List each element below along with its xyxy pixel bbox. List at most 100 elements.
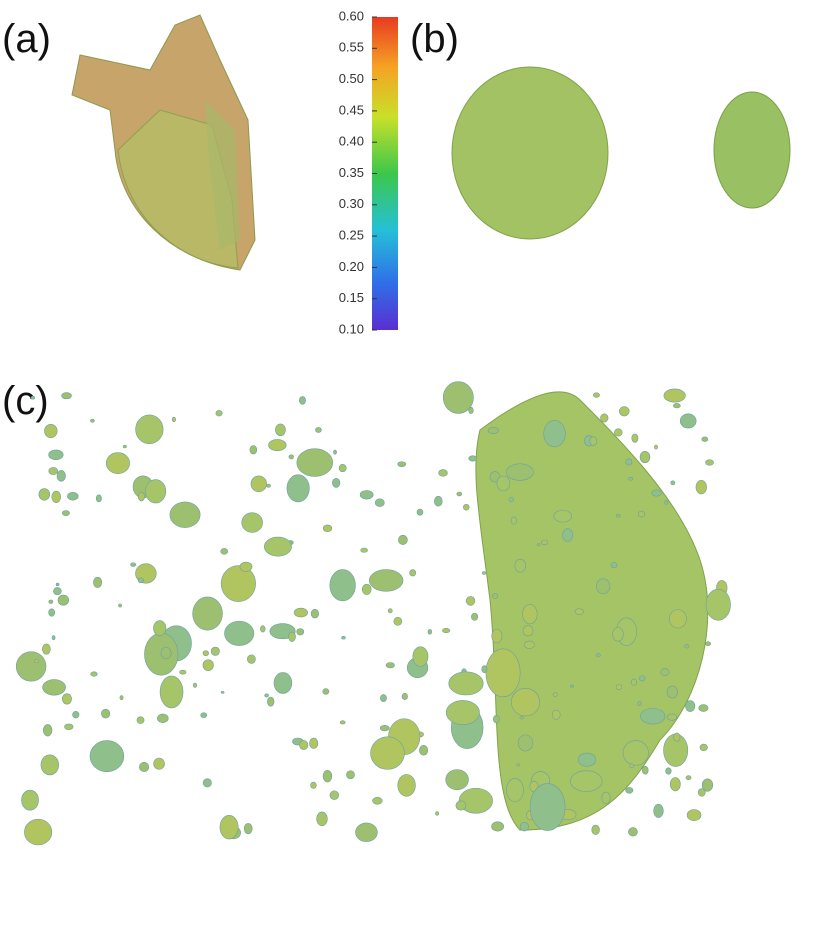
fragment	[275, 423, 286, 437]
fragment	[654, 444, 658, 450]
fragment	[220, 690, 225, 694]
fragment	[42, 724, 53, 737]
fragment	[412, 646, 429, 667]
fragment	[508, 497, 515, 503]
fragment	[316, 811, 328, 827]
fragment	[705, 588, 731, 621]
fragment	[695, 479, 707, 495]
tick-label: 0.10	[339, 321, 364, 336]
fragment	[468, 455, 477, 462]
fragment	[519, 716, 524, 720]
fragment	[119, 695, 124, 701]
fragment	[701, 436, 709, 442]
fragment	[372, 797, 383, 805]
fragment	[639, 675, 646, 682]
fragment	[666, 685, 678, 699]
fragment	[698, 704, 709, 712]
fragment	[569, 684, 574, 688]
fragment	[296, 628, 305, 636]
fragment	[48, 608, 56, 617]
fragment	[34, 659, 40, 664]
fragment	[322, 524, 333, 533]
fragment	[299, 740, 309, 750]
fragment	[385, 662, 395, 669]
fragment	[310, 781, 317, 789]
tick-label: 0.15	[339, 290, 364, 305]
fragment	[553, 509, 573, 523]
fragment	[551, 709, 561, 720]
fragment	[202, 659, 214, 672]
fragment	[465, 596, 476, 606]
fragment	[628, 476, 634, 481]
fragment	[492, 715, 500, 724]
fragment	[419, 744, 429, 756]
fragment	[491, 628, 503, 644]
tick-label: 0.45	[339, 102, 364, 117]
fragment	[685, 775, 692, 780]
tick-label: 0.30	[339, 196, 364, 211]
fragment	[660, 668, 670, 677]
fragment	[506, 463, 534, 481]
fragment	[243, 823, 253, 835]
fragment	[442, 627, 451, 634]
fragment	[456, 491, 463, 497]
fragment	[397, 461, 407, 467]
fragment	[591, 824, 600, 835]
fragment	[51, 635, 56, 641]
fragment	[101, 708, 111, 719]
fragment	[637, 701, 642, 707]
fragment	[53, 587, 62, 596]
fragment	[445, 700, 480, 725]
fragment	[435, 811, 440, 816]
fragment	[139, 762, 150, 772]
fragment	[118, 603, 122, 608]
fragment	[596, 653, 601, 658]
fragment	[202, 778, 212, 788]
fragment	[625, 787, 634, 794]
fragment	[673, 732, 681, 742]
fragment	[322, 770, 333, 783]
fragment	[409, 569, 417, 577]
fragment	[130, 562, 137, 567]
fragment	[577, 752, 597, 767]
fragment	[614, 428, 623, 437]
fragment	[442, 381, 474, 414]
fragment	[664, 500, 669, 505]
fragment	[589, 436, 598, 446]
fragment	[273, 672, 293, 694]
panel-label: (b)	[410, 17, 459, 61]
panel-b-object	[713, 91, 791, 209]
fragment	[651, 489, 662, 497]
fragment	[30, 395, 36, 400]
fragment	[536, 543, 541, 546]
fragment	[540, 539, 548, 546]
fragment	[338, 464, 347, 473]
fragment	[669, 777, 681, 792]
fragment	[250, 475, 267, 493]
fragment	[42, 643, 51, 655]
fragment	[264, 693, 269, 698]
fragment	[471, 612, 479, 621]
fragment	[239, 561, 253, 572]
fragment	[496, 475, 511, 492]
fragment	[90, 418, 95, 423]
fragment	[160, 646, 172, 660]
fragment	[631, 433, 639, 443]
fragment	[596, 578, 611, 595]
fragment	[67, 492, 79, 501]
fragment	[215, 410, 223, 417]
fragment	[72, 711, 80, 719]
fragment	[241, 512, 263, 533]
fragment	[458, 787, 493, 814]
fragment	[638, 510, 646, 518]
fragment	[574, 608, 584, 615]
fragment	[615, 684, 622, 691]
fragment	[359, 490, 374, 500]
fragment	[669, 609, 687, 629]
panel-c-fragments	[15, 381, 731, 846]
fragment	[329, 790, 340, 800]
fragment	[260, 625, 266, 633]
fragment	[288, 631, 296, 642]
fragment	[481, 665, 488, 674]
fragment	[705, 459, 714, 466]
